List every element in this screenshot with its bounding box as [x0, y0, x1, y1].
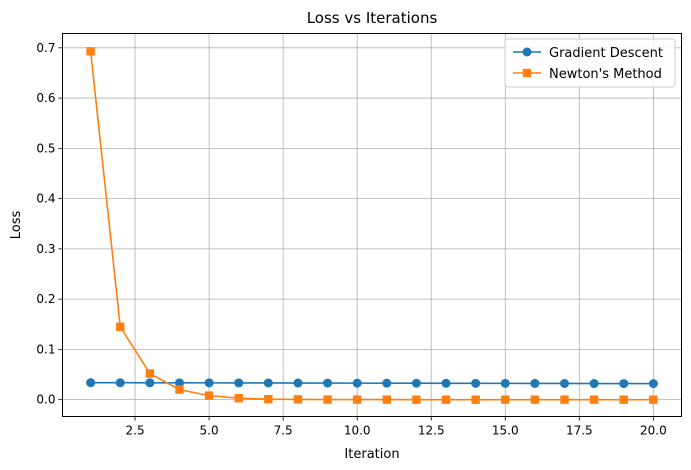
chart-title: Loss vs Iterations [307, 9, 438, 27]
gradient-descent-point [323, 378, 333, 388]
grid-lines [62, 33, 682, 417]
y-tick-label: 0.5 [36, 141, 55, 155]
newtons-method-point [441, 395, 451, 404]
y-axis: 0.0 0.1 0.2 0.3 0.4 0.5 0.6 0.7 [36, 41, 63, 407]
newtons-method-point [560, 395, 569, 404]
y-tick-label: 0.6 [36, 91, 55, 105]
newtons-method-point [412, 395, 421, 404]
gradient-descent-line [90, 381, 654, 385]
gradient-descent-point [86, 378, 96, 388]
newtons-method-series [86, 47, 658, 404]
y-tick-label: 0.2 [36, 292, 55, 306]
newtons-method-point [619, 395, 628, 404]
newtons-method-point [323, 395, 332, 404]
gradient-descent-point [589, 379, 599, 389]
y-tick-label: 0.0 [36, 393, 55, 407]
x-tick-label: 10.0 [344, 424, 371, 438]
gradient-descent-point [441, 378, 451, 388]
legend-swatch-marker [522, 68, 532, 78]
newtons-method-point [234, 393, 243, 403]
newtons-method-point [116, 322, 125, 331]
legend-swatch-marker [522, 47, 532, 57]
gradient-descent-point [115, 378, 125, 388]
newtons-method-point [471, 395, 480, 404]
newtons-method-point [204, 391, 214, 400]
gradient-descent-point [411, 378, 421, 388]
gradient-descent-point [263, 378, 273, 388]
x-tick-label: 2.5 [126, 424, 145, 438]
legend-entry-gradient-descent: Gradient Descent [513, 46, 663, 61]
newtons-method-point [649, 395, 658, 404]
gradient-descent-point [619, 379, 629, 389]
legend-entry-newtons-method: Newton's Method [513, 67, 662, 82]
gradient-descent-series [86, 378, 658, 389]
legend-label: Gradient Descent [549, 46, 663, 61]
newtons-method-line [89, 51, 654, 401]
gradient-descent-point [648, 379, 658, 389]
legend: Gradient Descent Newton's Method [504, 38, 676, 88]
newtons-method-point [589, 395, 599, 404]
gradient-descent-point [234, 378, 244, 388]
x-tick-label: 7.5 [274, 424, 293, 438]
x-axis-label: Iteration [344, 447, 399, 462]
x-tick-label: 12.5 [418, 424, 445, 438]
gradient-descent-point [530, 378, 540, 388]
gradient-descent-point [174, 378, 184, 388]
legend-label: Newton's Method [549, 67, 662, 82]
y-axis-label: Loss [9, 211, 24, 240]
newtons-method-point [86, 47, 95, 56]
gradient-descent-point [145, 378, 155, 388]
gradient-descent-point [293, 378, 303, 388]
newtons-method-point [382, 395, 392, 404]
x-axis: 2.5 5.0 7.5 10.0 12.5 15.0 17.5 20.0 [126, 416, 667, 438]
newtons-method-point [352, 395, 362, 404]
gradient-descent-point [560, 378, 570, 388]
gradient-descent-point [471, 378, 481, 388]
gradient-descent-point [382, 378, 392, 388]
newtons-method-point [530, 395, 540, 404]
legend-box [504, 38, 676, 88]
gradient-descent-point [204, 378, 214, 388]
newtons-method-point [501, 395, 510, 404]
y-tick-label: 0.3 [36, 242, 55, 256]
series-layer [86, 47, 658, 404]
y-tick-label: 0.7 [36, 41, 55, 55]
gradient-descent-point [500, 378, 510, 388]
newtons-method-point [293, 395, 303, 404]
newtons-method-point [175, 385, 184, 394]
newtons-method-point [145, 369, 155, 378]
y-tick-label: 0.1 [36, 342, 55, 356]
x-tick-label: 17.5 [566, 424, 593, 438]
x-tick-label: 5.0 [200, 424, 219, 438]
plot-frame [62, 33, 682, 417]
x-tick-label: 15.0 [492, 424, 519, 438]
gradient-descent-point [352, 378, 362, 388]
y-tick-label: 0.4 [36, 192, 55, 206]
x-tick-label: 20.0 [640, 424, 667, 438]
newtons-method-point [264, 394, 273, 404]
